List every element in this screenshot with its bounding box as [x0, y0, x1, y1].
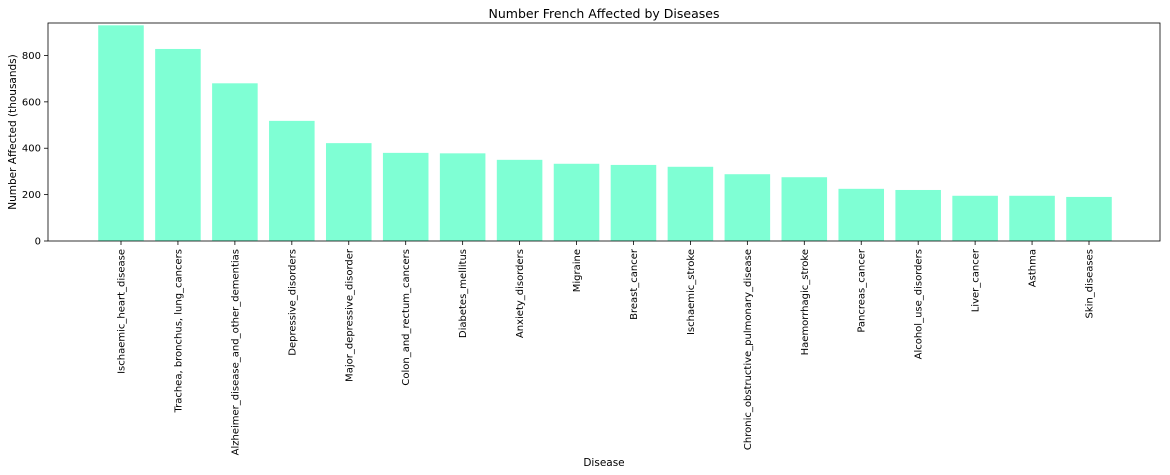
x-tick-label-5: Colon_and_rectum_cancers	[401, 249, 412, 386]
bar-15	[952, 195, 998, 241]
x-tick-label-17: Skin_diseases	[1085, 249, 1096, 318]
bar-17	[1066, 196, 1112, 241]
x-tick-label-3: Depressive_disorders	[287, 249, 298, 356]
y-tick-label-0: 0	[35, 237, 41, 248]
x-tick-label-7: Anxiety_disorders	[515, 249, 526, 338]
bar-2	[212, 83, 258, 241]
x-tick-label-16: Asthma	[1028, 249, 1039, 287]
bar-3	[269, 120, 315, 241]
bar-11	[724, 174, 771, 241]
bar-14	[895, 189, 941, 241]
bar-4	[325, 143, 372, 241]
bar-16	[1009, 195, 1055, 241]
bar-13	[838, 188, 885, 241]
bar-0	[98, 25, 144, 241]
x-tick-label-8: Migraine	[572, 249, 583, 292]
chart-title: Number French Affected by Diseases	[489, 6, 720, 21]
x-axis-label: Disease	[583, 457, 624, 469]
x-tick-label-13: Pancreas_cancer	[857, 248, 868, 333]
bar-7	[496, 159, 543, 241]
bar-12	[781, 177, 828, 241]
y-tick-label-3: 600	[22, 97, 41, 108]
plot-frame	[47, 22, 1161, 242]
x-tick-label-10: Ischaemic_stroke	[686, 249, 697, 335]
x-tick-label-6: Diabetes_mellitus	[458, 249, 469, 338]
x-tick-label-1: Trachea, bronchus, lung_cancers	[173, 249, 184, 414]
y-tick-label-1: 200	[22, 190, 41, 201]
y-axis-label: Number Affected (thousands)	[7, 54, 19, 210]
y-tick-label-2: 400	[22, 144, 41, 155]
bar-6	[439, 153, 486, 241]
x-tick-label-14: Alcohol_use_disorders	[914, 249, 925, 359]
x-tick-label-15: Liver_cancer	[971, 248, 982, 312]
x-tick-label-0: Ischaemic_heart_disease	[117, 249, 128, 374]
bar-1	[155, 48, 201, 241]
bar-9	[610, 164, 657, 241]
x-tick-label-2: Alzheimer_disease_and_other_dementias	[230, 249, 241, 455]
x-tick-label-9: Breast_cancer	[629, 248, 640, 320]
y-tick-label-4: 800	[22, 51, 41, 62]
bar-8	[553, 163, 600, 241]
y-axis-ticks: 0 200 400 600 800	[22, 51, 48, 248]
x-tick-label-12: Haemorrhagic_stroke	[800, 249, 811, 355]
bars-group	[98, 25, 1112, 241]
x-axis-ticks: Ischaemic_heart_disease Trachea, bronchus…	[117, 241, 1096, 455]
x-tick-label-11: Chronic_obstructive_pulmonary_disease	[743, 249, 754, 450]
bar-10	[667, 166, 714, 241]
bar-5	[382, 152, 429, 241]
x-tick-label-4: Major_depressive_disorder	[344, 248, 355, 382]
